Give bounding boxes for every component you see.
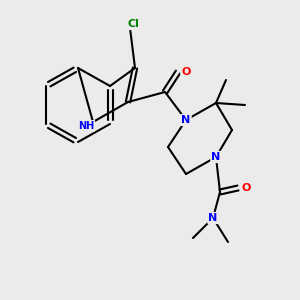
Text: O: O: [181, 67, 191, 77]
Text: O: O: [241, 183, 251, 193]
Text: N: N: [212, 152, 220, 162]
Text: N: N: [182, 115, 190, 125]
Text: NH: NH: [78, 121, 94, 131]
Text: Cl: Cl: [127, 19, 139, 29]
Text: N: N: [208, 213, 217, 223]
